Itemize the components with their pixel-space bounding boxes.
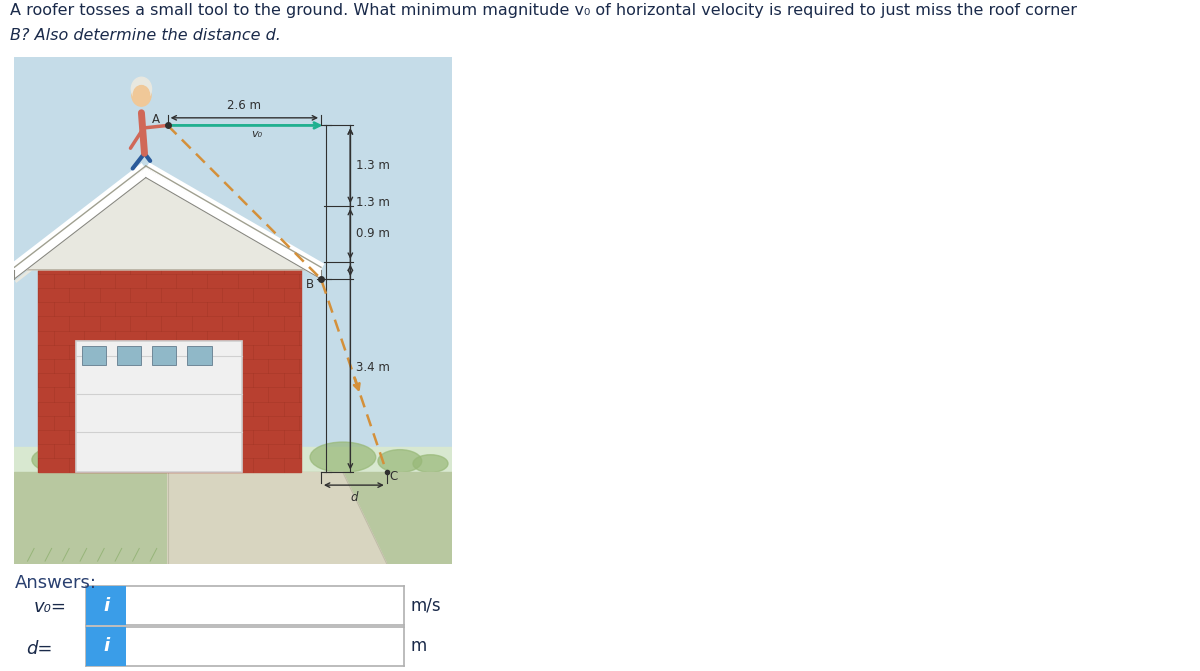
Text: m: m xyxy=(410,637,427,655)
Text: v₀=: v₀= xyxy=(34,599,67,616)
Text: B: B xyxy=(306,278,313,291)
Bar xyxy=(14,472,452,564)
Polygon shape xyxy=(20,168,314,270)
Ellipse shape xyxy=(413,455,448,472)
Circle shape xyxy=(133,86,150,105)
Circle shape xyxy=(132,84,151,106)
Ellipse shape xyxy=(310,442,376,472)
Text: 2.6 m: 2.6 m xyxy=(227,99,262,112)
Ellipse shape xyxy=(107,452,142,472)
Text: 0.9 m: 0.9 m xyxy=(355,227,390,240)
Ellipse shape xyxy=(378,450,421,472)
Bar xyxy=(152,346,176,365)
Bar xyxy=(118,346,142,365)
Text: i: i xyxy=(103,597,109,615)
Text: d: d xyxy=(350,491,358,504)
Polygon shape xyxy=(168,472,386,564)
Circle shape xyxy=(131,77,151,101)
Text: A roofer tosses a small tool to the ground. What minimum magnitude v₀ of horizon: A roofer tosses a small tool to the grou… xyxy=(10,3,1076,18)
Bar xyxy=(187,346,211,365)
Text: d=: d= xyxy=(26,640,53,658)
Polygon shape xyxy=(146,168,322,279)
Text: i: i xyxy=(103,637,109,655)
Text: A: A xyxy=(152,113,161,126)
Text: C: C xyxy=(389,470,397,483)
Text: Answers:: Answers: xyxy=(14,574,96,592)
Text: 3.4 m: 3.4 m xyxy=(355,360,390,374)
Bar xyxy=(83,346,107,365)
Text: m/s: m/s xyxy=(410,597,442,615)
Text: 1.3 m: 1.3 m xyxy=(355,159,390,172)
Text: v₀: v₀ xyxy=(251,129,263,139)
Bar xyxy=(76,341,242,472)
Ellipse shape xyxy=(32,447,84,472)
Polygon shape xyxy=(14,168,146,279)
Bar xyxy=(38,270,301,472)
Text: 1.3 m: 1.3 m xyxy=(355,196,390,209)
Bar xyxy=(14,447,452,564)
Text: B? Also determine the distance d.: B? Also determine the distance d. xyxy=(10,28,281,43)
Polygon shape xyxy=(20,168,314,270)
